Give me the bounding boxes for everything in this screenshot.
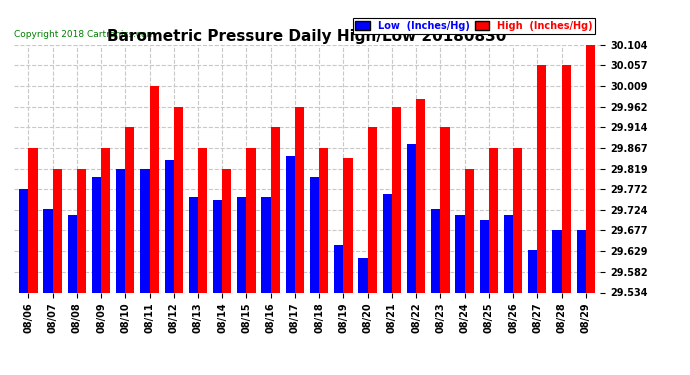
Bar	[126, 128, 135, 292]
Bar	[480, 220, 489, 292]
Bar	[189, 197, 198, 292]
Bar	[334, 245, 344, 292]
Bar	[19, 189, 28, 292]
Bar	[140, 169, 150, 292]
Bar	[101, 148, 110, 292]
Legend: Low  (Inches/Hg), High  (Inches/Hg): Low (Inches/Hg), High (Inches/Hg)	[353, 18, 595, 33]
Bar	[164, 160, 174, 292]
Bar	[43, 209, 52, 292]
Bar	[383, 194, 392, 292]
Bar	[319, 148, 328, 292]
Bar	[246, 148, 256, 292]
Bar	[262, 197, 270, 292]
Bar	[392, 106, 401, 292]
Bar	[222, 169, 231, 292]
Bar	[562, 65, 571, 292]
Bar	[407, 144, 416, 292]
Text: Copyright 2018 Cartronics.com: Copyright 2018 Cartronics.com	[14, 30, 155, 39]
Bar	[77, 169, 86, 292]
Bar	[455, 215, 464, 292]
Bar	[52, 169, 62, 292]
Bar	[344, 158, 353, 292]
Bar	[489, 148, 498, 292]
Bar	[270, 128, 280, 292]
Bar	[68, 215, 77, 292]
Bar	[174, 106, 183, 292]
Bar	[513, 148, 522, 292]
Bar	[92, 177, 101, 292]
Bar	[464, 169, 474, 292]
Bar	[538, 65, 546, 292]
Bar	[150, 86, 159, 292]
Bar	[586, 45, 595, 292]
Bar	[198, 148, 207, 292]
Bar	[368, 128, 377, 292]
Bar	[295, 106, 304, 292]
Bar	[431, 209, 440, 292]
Bar	[116, 169, 126, 292]
Bar	[440, 128, 450, 292]
Bar	[237, 197, 246, 292]
Bar	[358, 258, 368, 292]
Bar	[28, 148, 37, 292]
Bar	[528, 251, 538, 292]
Bar	[416, 99, 425, 292]
Bar	[213, 200, 222, 292]
Bar	[310, 177, 319, 292]
Bar	[552, 230, 562, 292]
Bar	[286, 156, 295, 292]
Bar	[504, 215, 513, 292]
Bar	[577, 230, 586, 292]
Title: Barometric Pressure Daily High/Low 20180830: Barometric Pressure Daily High/Low 20180…	[108, 29, 506, 44]
